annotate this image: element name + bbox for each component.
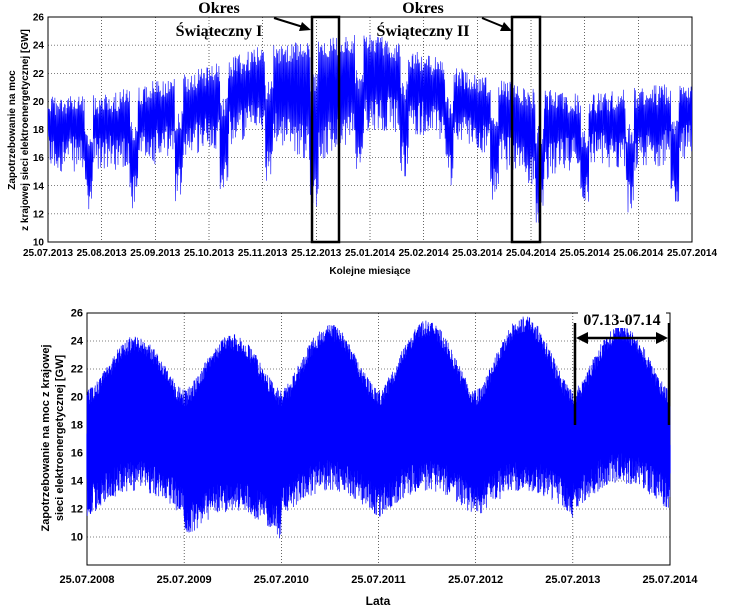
- series-line-top: [47, 34, 693, 223]
- top-xtick-label: 25.06.2014: [613, 248, 663, 259]
- bottom-ytick-label: 26: [71, 308, 83, 320]
- series-core-bottom: [86, 390, 671, 481]
- series-top: [47, 34, 693, 223]
- top-ytick-label: 12: [33, 209, 45, 220]
- top-xtick-label: 25.02.2014: [399, 248, 449, 259]
- bottom-ytick-label: 16: [71, 448, 83, 460]
- span-arrowhead-right: [656, 332, 668, 344]
- y-ticks-top: 10 12 14 16 18 20 22 24 26: [33, 13, 45, 249]
- bottom-xtick-label: 25.07.2014: [642, 574, 698, 586]
- holiday-arrow-2: [481, 17, 505, 28]
- top-xtick-label: 25.09.2013: [130, 248, 180, 259]
- bottom-xtick-label: 25.07.2009: [157, 574, 212, 586]
- bottom-xtick-label: 25.07.2011: [351, 574, 405, 586]
- x-ticks-top: 25.07.2013 25.08.2013 25.09.2013 25.10.2013…: [23, 248, 717, 259]
- span-label-bg: [578, 310, 666, 328]
- bottom-ytick-label: 10: [71, 532, 83, 544]
- holiday-arrowhead-1: [299, 22, 311, 31]
- holiday-arrowhead-2: [500, 22, 512, 31]
- y-ticks-bottom: 10 12 14 16 18 20 22 24 26: [71, 308, 84, 544]
- x-ticks-bottom: 25.07.2008 25.07.2009 25.07.2010 25.07.2011…: [59, 574, 698, 586]
- holiday-box-2: [510, 15, 542, 244]
- top-xtick-label: 25.11.2013: [238, 248, 288, 259]
- series-line-bottom: [86, 316, 671, 539]
- holiday-box-1: [310, 15, 341, 244]
- top-xtick-label: 25.08.2013: [77, 248, 127, 259]
- top-xtick-label: 25.01.2014: [345, 248, 395, 259]
- top-ytick-label: 20: [33, 97, 45, 108]
- holiday-label-2-line1: Okres: [402, 0, 443, 17]
- top-xtick-label: 25.07.2014: [667, 248, 717, 259]
- top-xtick-label: 25.03.2014: [452, 248, 502, 259]
- top-xtick-label: 25.12.2013: [291, 248, 341, 259]
- bottom-xtick-label: 25.07.2010: [254, 574, 309, 586]
- top-xtick-label: 25.07.2013: [23, 248, 73, 259]
- bottom-ytick-label: 20: [71, 392, 83, 404]
- top-xtick-label: 25.05.2014: [560, 248, 610, 259]
- top-ytick-label: 14: [33, 181, 45, 192]
- bottom-xtick-label: 25.07.2008: [59, 574, 114, 586]
- bottom-xtick-label: 25.07.2012: [448, 574, 503, 586]
- y-axis-label-top-line1: Zapotrzebowanie na moc: [7, 70, 18, 190]
- x-axis-label-top: Kolejne miesiące: [329, 266, 411, 277]
- bottom-ytick-label: 14: [71, 476, 84, 488]
- bottom-xtick-label: 25.07.2013: [545, 574, 600, 586]
- span-label: 07.13-07.14: [583, 312, 660, 329]
- holiday-arrow-1: [273, 17, 304, 28]
- x-axis-label-bottom: Lata: [366, 594, 391, 608]
- top-ytick-label: 22: [33, 69, 45, 80]
- holiday-label-2-line2: Świąteczny II: [377, 21, 470, 40]
- top-xtick-label: 25.10.2013: [184, 248, 234, 259]
- bottom-ytick-label: 22: [71, 364, 83, 376]
- top-ytick-label: 16: [33, 153, 45, 164]
- y-axis-label-bottom-line2: sieci elektroenergetycznej [GW]: [54, 355, 66, 522]
- holiday-label-1-line2: Świąteczny I: [176, 21, 263, 40]
- y-axis-label-bottom-line1: Zapotrzebowanie na moc z krajowej: [40, 344, 52, 531]
- bottom-ytick-label: 18: [71, 420, 83, 432]
- top-ytick-label: 18: [33, 125, 45, 136]
- span-arrowhead-left: [576, 332, 588, 344]
- series-bottom: [86, 316, 671, 539]
- top-xtick-label: 25.04.2014: [506, 248, 556, 259]
- y-axis-label-top-line2: z krajowej sieci elektroenergetycznej [G…: [20, 29, 31, 231]
- top-ytick-label: 26: [33, 13, 45, 24]
- top-ytick-label: 10: [33, 238, 45, 249]
- bottom-ytick-label: 24: [71, 336, 84, 348]
- holiday-label-1-line1: Okres: [198, 0, 239, 17]
- top-ytick-label: 24: [33, 41, 45, 52]
- bottom-ytick-label: 12: [71, 504, 83, 516]
